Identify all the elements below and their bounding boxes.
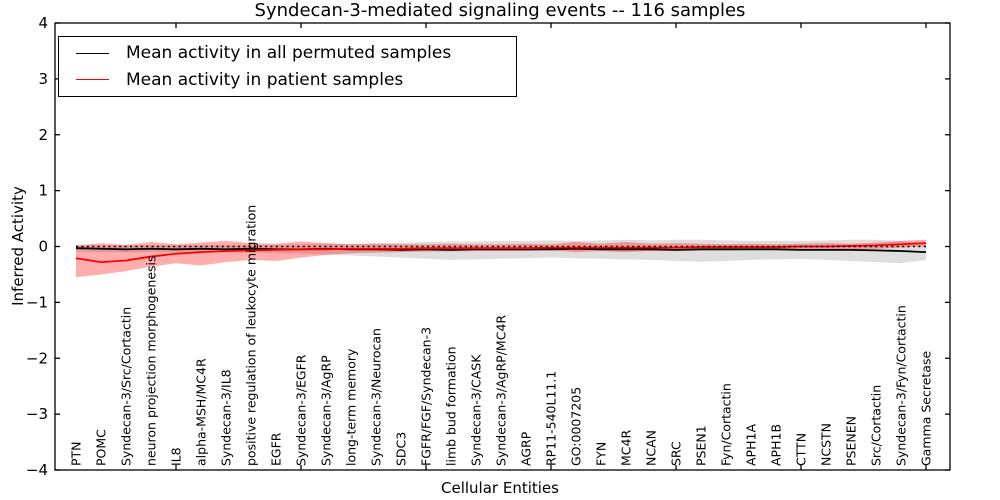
- permuted-band: [76, 239, 926, 264]
- series-lines: [75, 242, 927, 264]
- x-category-label: alpha-MSH/MC4R: [194, 358, 209, 466]
- x-category-label: FGFR/FGF/Syndecan-3: [419, 327, 434, 466]
- y-tick-label: 3: [38, 70, 48, 88]
- x-category-label: CTTN: [794, 433, 809, 466]
- x-category-label: NCSTN: [819, 423, 834, 466]
- patient-line-sample: [76, 79, 109, 81]
- x-category-label: Src/Cortactin: [869, 385, 884, 466]
- x-category-label: PSENEN: [844, 416, 859, 466]
- y-tick-label: 2: [38, 126, 48, 144]
- x-category-label: Syndecan-3/AgRP/MC4R: [494, 315, 509, 466]
- confidence-bands: [76, 239, 926, 278]
- y-tick-labels: 4 3 2 1 0 −1 −2 −3 −4: [26, 14, 48, 479]
- y-axis-label: Inferred Activity: [9, 186, 27, 306]
- legend-entry-patient: Mean activity in patient samples: [59, 70, 516, 90]
- legend: Mean activity in all permuted samples Me…: [58, 36, 517, 97]
- x-category-label: RP11-540L11.1: [544, 371, 559, 466]
- x-category-label: GO:0007205: [569, 387, 584, 466]
- x-category-label: EGFR: [269, 432, 284, 466]
- x-category-label: PTN: [69, 441, 84, 466]
- x-category-label: NCAN: [644, 430, 659, 466]
- x-category-label: SDC3: [394, 432, 409, 466]
- x-category-label: Syndecan-3/CASK: [469, 354, 484, 466]
- axis-ticks: [55, 22, 950, 471]
- x-category-label: Gamma Secretase: [919, 351, 934, 466]
- y-tick-label: 0: [38, 238, 48, 256]
- x-category-label: positive regulation of leukocyte migrati…: [244, 205, 259, 466]
- x-category-label: PSEN1: [694, 425, 709, 466]
- x-category-label: Syndecan-3/AgRP: [319, 355, 334, 466]
- y-tick-label: −2: [26, 349, 48, 367]
- y-tick-label: −1: [26, 293, 48, 311]
- x-category-label: limb bud formation: [444, 346, 459, 466]
- x-category-label: neuron projection morphogenesis: [144, 255, 159, 466]
- x-category-label: FYN: [594, 442, 609, 466]
- x-category-labels: PTN POMC Syndecan-3/Src/Cortactin neuron pr…: [69, 205, 934, 466]
- x-category-label: Syndecan-3/EGFR: [294, 354, 309, 466]
- x-category-label: AGRP: [519, 431, 534, 466]
- chart-title: Syndecan-3-mediated signaling events -- …: [254, 0, 746, 21]
- legend-label-patient: Mean activity in patient samples: [126, 69, 404, 90]
- x-category-label: long-term memory: [344, 348, 359, 466]
- permuted-line-sample: [76, 52, 109, 54]
- y-tick-label: −3: [26, 405, 48, 423]
- x-category-label: MC4R: [619, 430, 634, 466]
- y-tick-label: 1: [38, 182, 48, 200]
- x-category-label: POMC: [94, 429, 109, 466]
- x-category-label: Syndecan-3/Fyn/Cortactin: [894, 305, 909, 466]
- x-category-label: SRC: [669, 441, 684, 466]
- x-category-label: IL8: [169, 447, 184, 466]
- y-tick-label: 4: [38, 14, 48, 32]
- x-category-label: Syndecan-3/IL8: [219, 369, 234, 466]
- x-category-label: Syndecan-3/Src/Cortactin: [119, 307, 134, 466]
- y-tick-label: −4: [26, 461, 48, 479]
- x-category-label: APH1A: [744, 424, 759, 466]
- legend-label-permuted: Mean activity in all permuted samples: [126, 43, 452, 64]
- permuted-mean-line: [75, 247, 927, 253]
- legend-entry-permuted: Mean activity in all permuted samples: [59, 43, 516, 63]
- x-category-label: APH1B: [769, 424, 784, 466]
- x-category-label: Syndecan-3/Neurocan: [369, 328, 384, 466]
- x-category-label: Fyn/Cortactin: [719, 383, 734, 466]
- x-axis-label: Cellular Entities: [441, 479, 559, 497]
